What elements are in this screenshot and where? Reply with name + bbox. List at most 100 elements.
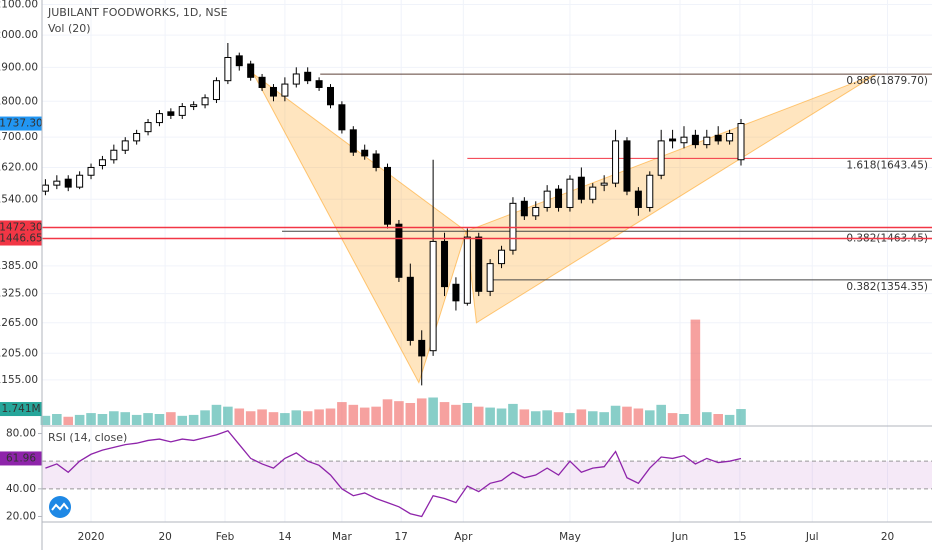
volume-label-box xyxy=(0,402,42,417)
rsi-tick-label: 80.00 xyxy=(6,428,36,440)
x-tick-label: Jul xyxy=(805,531,819,543)
volume-bar xyxy=(166,412,176,425)
candle-body xyxy=(281,83,289,97)
volume-bar xyxy=(736,409,746,425)
candle-body xyxy=(543,190,551,208)
candle-body xyxy=(338,104,346,131)
fib-label: 0.382(1354.35) xyxy=(846,281,928,293)
candle-body xyxy=(304,71,312,82)
volume-bar xyxy=(74,414,85,425)
candle-body xyxy=(452,283,460,302)
volume-bar xyxy=(325,408,336,425)
candle-body xyxy=(691,134,699,146)
volume-bar xyxy=(223,406,233,425)
candle-body xyxy=(703,136,711,146)
chart-title: JUBILANT FOODWORKS, 1D, NSE xyxy=(47,6,228,19)
x-tick-label: 14 xyxy=(278,531,292,543)
candle-body xyxy=(669,138,677,142)
candle-body xyxy=(680,136,688,144)
candle-body xyxy=(429,240,437,352)
volume-bar xyxy=(644,410,655,425)
level-label: 1446.65 xyxy=(0,233,43,245)
volume-bar xyxy=(519,409,530,425)
volume-bar xyxy=(713,414,723,425)
volume-label: 1.741M xyxy=(1,403,40,415)
volume-bar xyxy=(496,408,507,425)
volume-bar xyxy=(52,414,62,425)
candle-body xyxy=(98,159,106,167)
level-label: 1472.30 xyxy=(0,221,43,233)
volume-bar xyxy=(234,408,245,425)
candle-body xyxy=(657,140,665,176)
candle-body xyxy=(737,123,745,161)
y-tick-label: 1205.00 xyxy=(0,347,38,359)
volume-bar xyxy=(291,410,302,425)
volume-bar xyxy=(337,402,347,425)
rsi-tick-label: 20.00 xyxy=(6,510,36,522)
volume-bar xyxy=(257,409,267,425)
volume-bar xyxy=(394,401,404,425)
candle-body xyxy=(178,106,186,116)
candle-body xyxy=(224,56,232,82)
candle-body xyxy=(646,174,654,208)
volume-bar xyxy=(451,404,461,425)
volume-bar xyxy=(268,412,279,425)
candle-body xyxy=(167,111,175,116)
volume-bar xyxy=(542,410,552,425)
volume-bar xyxy=(508,403,518,425)
x-tick-label: Jun xyxy=(671,531,688,543)
y-tick-label: 1155.00 xyxy=(0,374,38,386)
x-tick-label: Apr xyxy=(454,531,473,543)
volume-bar xyxy=(485,407,495,425)
candle-body xyxy=(292,73,300,85)
candle-body xyxy=(212,80,220,101)
volume-bar xyxy=(576,409,587,425)
volume-bar xyxy=(359,407,370,425)
rsi-line xyxy=(45,429,742,518)
y-tick-label: 2100.00 xyxy=(0,0,38,10)
x-tick-label: 17 xyxy=(395,531,408,543)
candle-body xyxy=(714,134,722,142)
fib-label: 1.618(1643.45) xyxy=(846,159,928,171)
candle-body xyxy=(441,240,449,288)
candle-body xyxy=(498,249,506,265)
rsi-tick-label: 40.00 xyxy=(6,483,36,495)
volume-bar xyxy=(565,413,575,425)
volume-bar xyxy=(177,415,188,425)
candle-body xyxy=(395,223,403,278)
candle-body xyxy=(190,104,198,108)
volume-bar xyxy=(656,404,666,425)
x-tick-label: 2020 xyxy=(78,531,105,543)
volume-bar xyxy=(473,406,484,425)
volume-bar xyxy=(702,412,712,425)
x-tick-label: May xyxy=(559,531,581,543)
y-tick-label: 1540.00 xyxy=(0,193,38,205)
volume-bar xyxy=(154,414,165,425)
volume-bar xyxy=(188,414,199,425)
rsi-label-box xyxy=(0,451,42,466)
x-tick-label: 15 xyxy=(733,531,746,543)
volume-bar xyxy=(280,413,290,425)
level-label-box xyxy=(0,220,42,235)
candle-body xyxy=(76,174,84,188)
x-tick-label: 20 xyxy=(881,531,894,543)
candle-body xyxy=(144,122,152,133)
candle-body xyxy=(326,86,334,106)
candle-body xyxy=(577,176,585,200)
logo xyxy=(49,496,71,518)
candle-body xyxy=(726,132,734,142)
volume-bar xyxy=(416,398,427,425)
rsi-label: 61.96 xyxy=(6,452,36,464)
candle-body xyxy=(406,276,414,341)
candle-body xyxy=(418,339,426,357)
volume-bar xyxy=(405,403,416,425)
volume-bar xyxy=(348,404,359,425)
candle-body xyxy=(155,113,163,124)
x-tick-label: Feb xyxy=(216,531,235,543)
volume-bar xyxy=(610,405,621,425)
candle-body xyxy=(463,236,471,304)
volume-bar xyxy=(633,408,644,425)
y-tick-label: 2000.00 xyxy=(0,29,38,41)
volume-bar xyxy=(553,412,564,425)
volume-bar xyxy=(382,399,393,425)
